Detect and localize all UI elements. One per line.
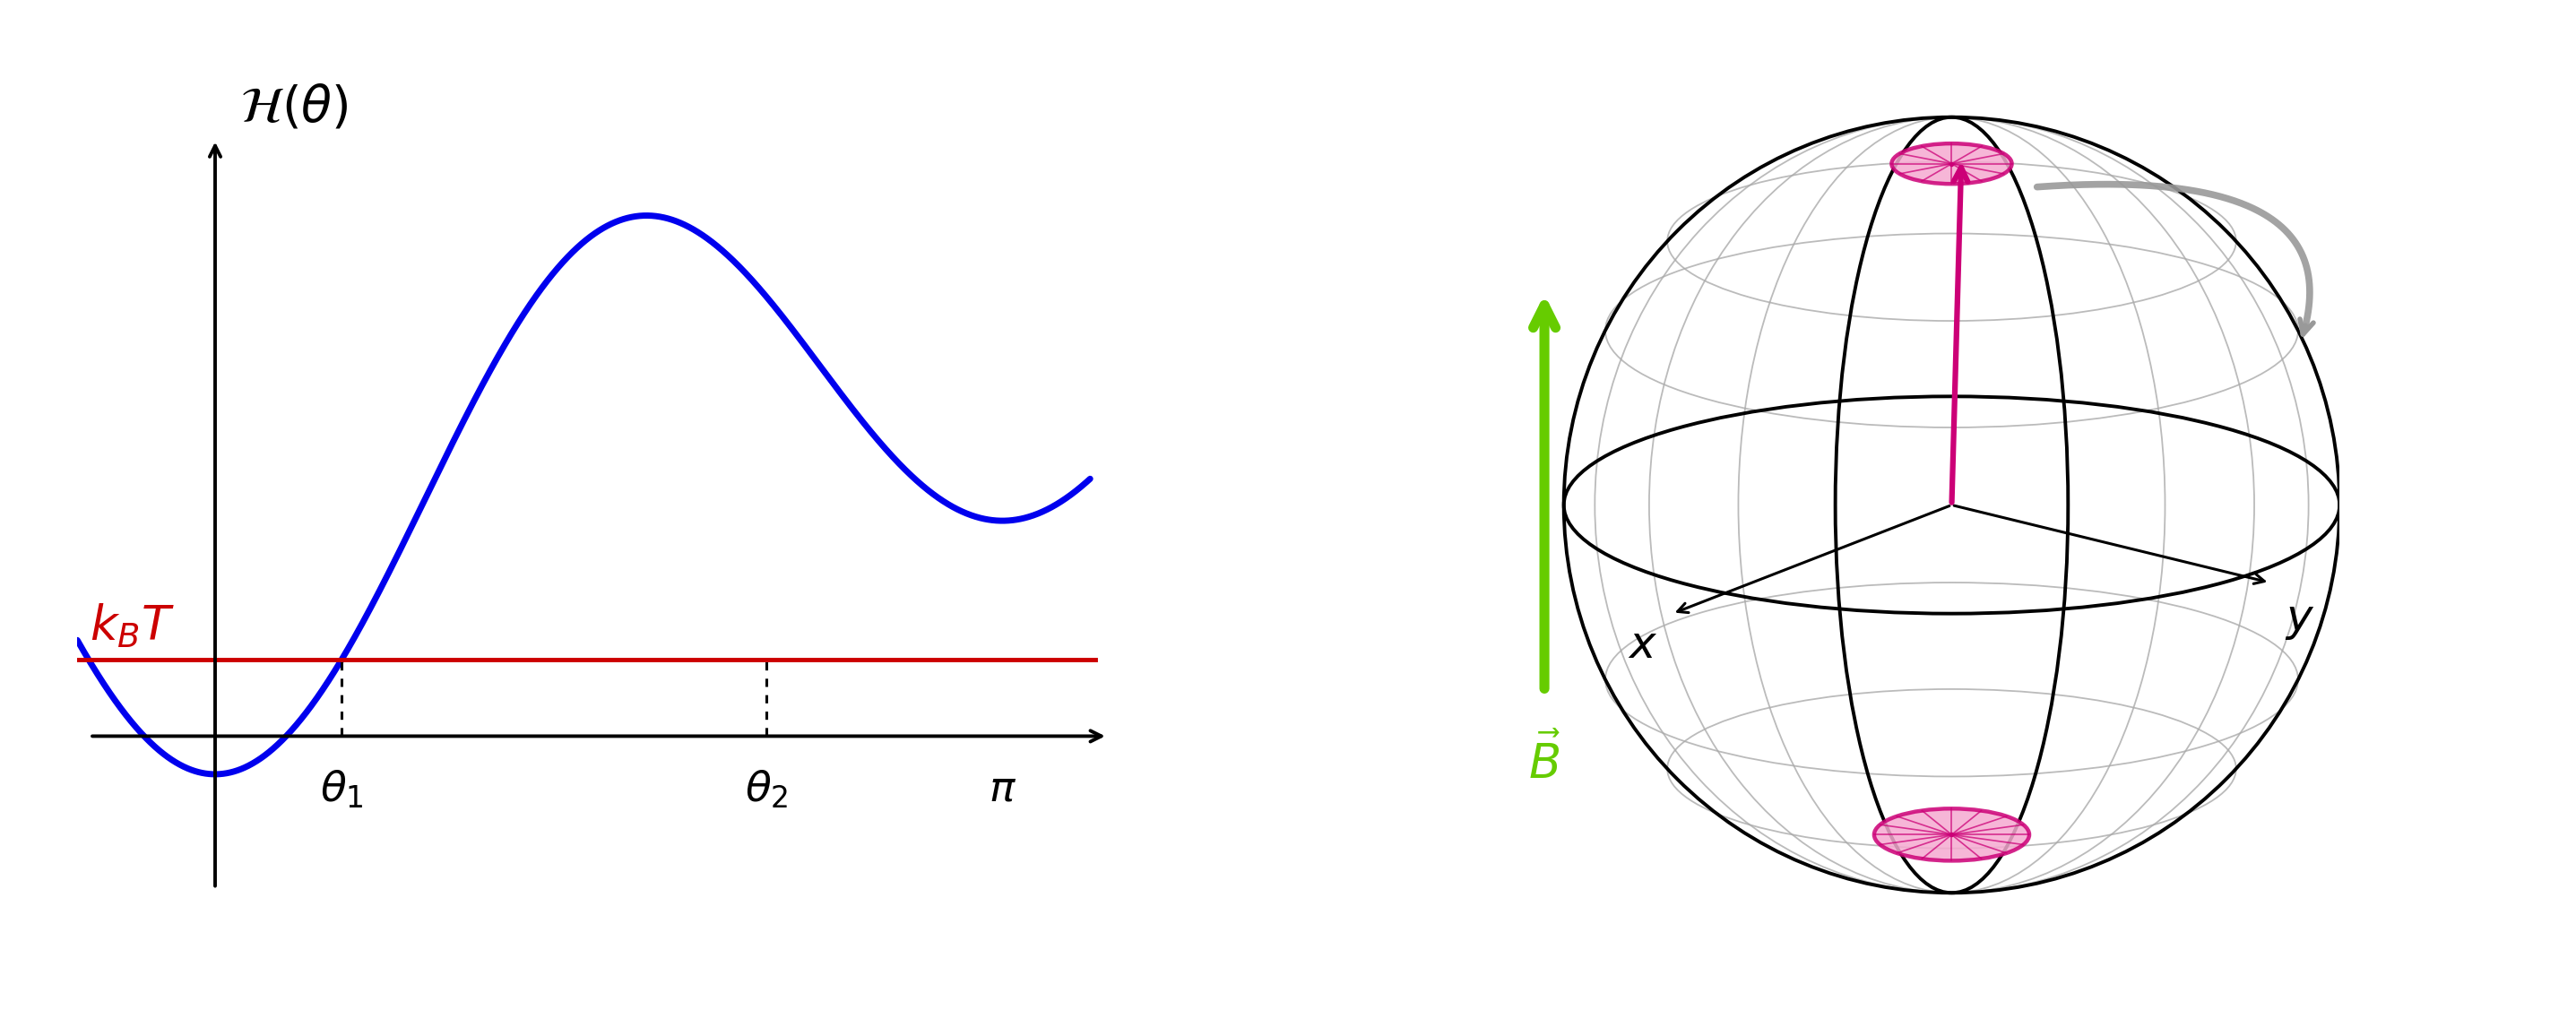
- Text: $\vec{B}$: $\vec{B}$: [1528, 735, 1561, 789]
- Text: $y$: $y$: [2285, 597, 2313, 641]
- Ellipse shape: [1891, 143, 2012, 184]
- Text: $x$: $x$: [1628, 623, 1659, 668]
- Text: $\theta_1$: $\theta_1$: [319, 770, 363, 811]
- Text: $\theta_2$: $\theta_2$: [744, 770, 788, 811]
- Text: $\pi$: $\pi$: [989, 770, 1018, 810]
- Ellipse shape: [1875, 809, 2030, 861]
- Text: $k_B T$: $k_B T$: [90, 602, 175, 649]
- Text: $\mathcal{H}(\theta)$: $\mathcal{H}(\theta)$: [240, 83, 348, 131]
